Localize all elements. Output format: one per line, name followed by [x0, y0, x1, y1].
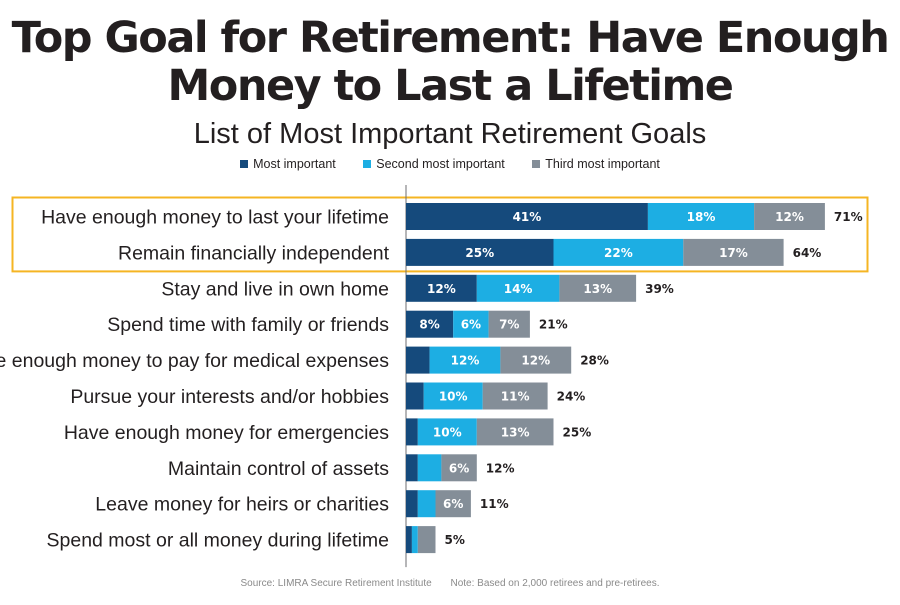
segment-value-label: 41%: [513, 210, 542, 224]
segment-value-label: 6%: [449, 461, 469, 475]
segment-value-label: 11%: [501, 390, 530, 404]
legend: Most important Second most important Thi…: [0, 157, 900, 171]
segment-value-label: 12%: [775, 210, 804, 224]
total-value-label: 71%: [834, 210, 863, 224]
bar-segment-most: [406, 203, 648, 230]
segment-value-label: 18%: [687, 210, 716, 224]
category-label: Have enough money to pay for medical exp…: [0, 350, 389, 372]
segment-value-label: 13%: [583, 282, 612, 296]
title-line-1: Top Goal for Retirement: Have Enough: [11, 13, 890, 63]
total-value-label: 5%: [445, 533, 465, 547]
segment-value-label: 12%: [427, 282, 456, 296]
bar-segment-second: [417, 490, 436, 518]
bar-segment-third: [435, 490, 471, 518]
total-value-label: 21%: [539, 318, 568, 332]
segment-value-label: 12%: [451, 354, 480, 368]
bar-segment-second: [423, 382, 483, 410]
bar-segment-third: [488, 310, 530, 338]
legend-label-second: Second most important: [376, 157, 505, 171]
category-label: Leave money for heirs or charities: [95, 494, 389, 516]
bar-segment-most: [406, 418, 418, 446]
segment-value-label: 6%: [443, 497, 463, 511]
bar-segment-most: [406, 490, 418, 518]
legend-swatch-third: [532, 160, 541, 168]
legend-label-most: Most important: [253, 157, 336, 171]
segment-value-label: 12%: [521, 354, 550, 368]
segment-value-label: 25%: [465, 246, 494, 260]
total-value-label: 25%: [563, 425, 592, 439]
total-value-label: 64%: [793, 246, 822, 260]
bar-segment-third: [441, 454, 477, 482]
bar-segment-third: [683, 238, 784, 266]
highlight-box: [11, 196, 869, 273]
category-label: Have enough money for emergencies: [64, 422, 389, 444]
total-value-label: 39%: [645, 282, 674, 296]
bar-segment-second: [453, 310, 489, 338]
chart-subtitle: List of Most Important Retirement Goals: [193, 118, 707, 150]
legend-swatch-second: [363, 160, 372, 168]
bar-segment-second: [476, 274, 560, 302]
category-label: Stay and live in own home: [161, 278, 389, 300]
total-value-label: 28%: [580, 354, 609, 368]
bar-segment-most: [406, 526, 412, 554]
segment-value-label: 7%: [499, 318, 519, 332]
segment-value-label: 13%: [501, 425, 530, 439]
chart-title: Top Goal for Retirement: Have Enough Mon…: [0, 14, 900, 110]
bar-segment-third: [559, 274, 637, 302]
bar-segment-second: [417, 454, 442, 482]
category-label: Spend time with family or friends: [107, 314, 389, 336]
bar-segment-second: [647, 203, 755, 230]
category-label: Spend most or all money during lifetime: [47, 530, 390, 552]
segment-value-label: 8%: [419, 318, 439, 332]
segment-value-label: 6%: [461, 318, 481, 332]
sample-note: Note: Based on 2,000 retirees and pre-re…: [450, 578, 660, 589]
segment-value-label: 10%: [439, 390, 468, 404]
bar-segment-most: [406, 274, 477, 302]
bar-segment-second: [429, 346, 501, 374]
source-note: Source: LIMRA Secure Retirement Institut…: [240, 578, 432, 589]
legend-label-third: Third most important: [545, 157, 660, 171]
bar-segment-third: [500, 346, 572, 374]
bar-segment-third: [476, 418, 554, 446]
bar-segment-second: [553, 238, 684, 266]
footnote: Source: LIMRA Secure Retirement Institut…: [0, 578, 900, 589]
legend-item-most: Most important: [240, 157, 336, 171]
bar-segment-second: [411, 526, 418, 554]
segment-value-label: 17%: [719, 246, 748, 260]
category-label: Pursue your interests and/or hobbies: [70, 386, 389, 408]
bar-segment-second: [417, 418, 477, 446]
segment-value-label: 10%: [433, 425, 462, 439]
bar-segment-third: [754, 203, 825, 230]
category-label: Have enough money to last your lifetime: [41, 207, 389, 229]
bar-segment-most: [406, 382, 424, 410]
legend-item-third: Third most important: [532, 157, 660, 171]
legend-swatch-most: [240, 160, 249, 168]
bar-chart: Have enough money to last your lifetime 4…: [0, 185, 869, 568]
category-label: Remain financially independent: [118, 242, 390, 264]
total-value-label: 24%: [557, 390, 586, 404]
category-label: Maintain control of assets: [168, 458, 389, 480]
title-line-2: Money to Last a Lifetime: [167, 61, 734, 111]
total-value-label: 11%: [480, 497, 509, 511]
legend-item-second: Second most important: [363, 157, 505, 171]
bar-segment-most: [406, 238, 554, 266]
bar-segment-most: [406, 310, 454, 338]
segment-value-label: 14%: [504, 282, 533, 296]
bar-segment-most: [406, 346, 430, 374]
bar-segment-third: [482, 382, 548, 410]
total-value-label: 12%: [486, 461, 515, 475]
bar-segment-most: [406, 454, 418, 482]
bar-segment-third: [417, 526, 436, 554]
segment-value-label: 22%: [604, 246, 633, 260]
